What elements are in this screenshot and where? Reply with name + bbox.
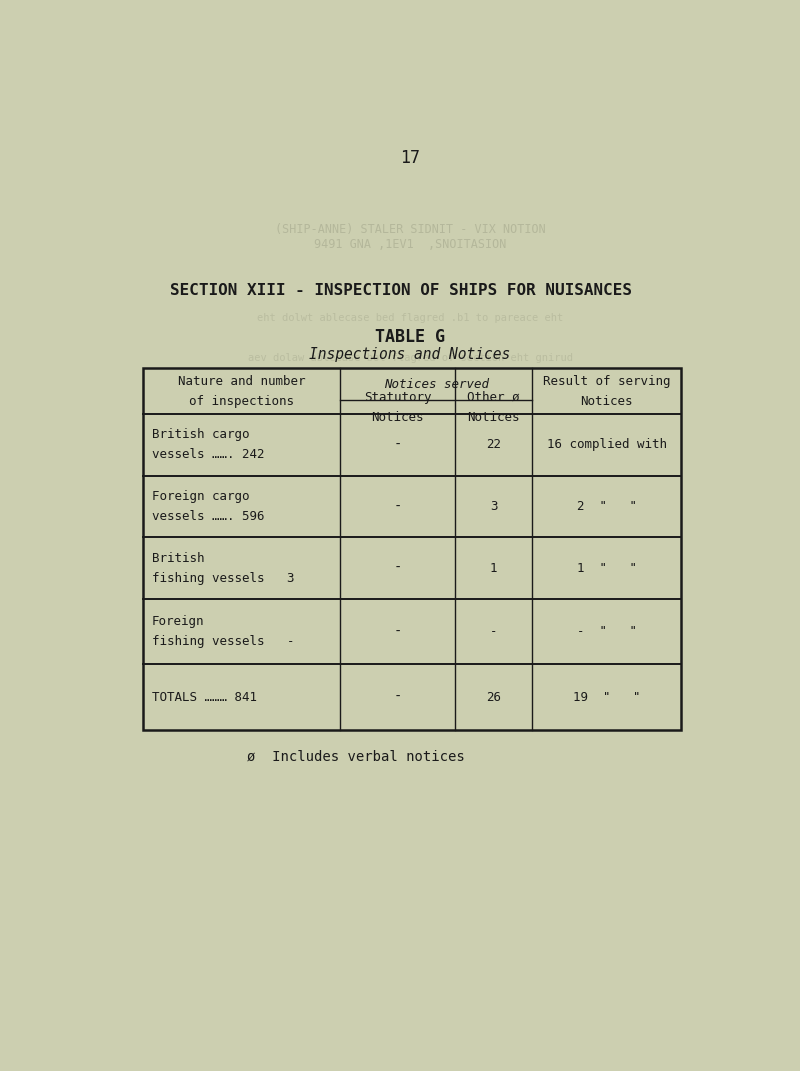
Text: Statutory
Notices: Statutory Notices	[364, 391, 431, 424]
Text: 22: 22	[486, 438, 501, 452]
Text: aev dolaw ablecase bol flagred of section eht gnirud: aev dolaw ablecase bol flagred of sectio…	[247, 353, 573, 363]
Text: SECTION XIII - INSPECTION OF SHIPS FOR NUISANCES: SECTION XIII - INSPECTION OF SHIPS FOR N…	[170, 284, 632, 299]
Text: ø  Includes verbal notices: ø Includes verbal notices	[247, 750, 465, 764]
Text: -: -	[394, 438, 402, 452]
Text: 26: 26	[486, 691, 501, 704]
Bar	[142, 368, 682, 730]
Text: Result of serving
Notices: Result of serving Notices	[543, 375, 670, 408]
Text: 1: 1	[490, 561, 498, 575]
Text: 19  "   ": 19 " "	[573, 691, 641, 704]
Text: -: -	[394, 690, 402, 704]
Text: TOTALS ……… 841: TOTALS ……… 841	[152, 691, 257, 704]
Text: -: -	[394, 499, 402, 514]
Text: 1  "   ": 1 " "	[577, 561, 637, 575]
Text: Other ø
Notices: Other ø Notices	[467, 391, 520, 424]
Text: Foreign cargo
vessels ……. 596: Foreign cargo vessels ……. 596	[152, 491, 265, 523]
Text: -: -	[394, 561, 402, 575]
Text: 2  "   ": 2 " "	[577, 500, 637, 513]
Text: eht dolwt ablecase bed flagred .b1 to pareace eht: eht dolwt ablecase bed flagred .b1 to pa…	[257, 313, 563, 323]
Text: -  "   ": - " "	[577, 625, 637, 638]
Text: -: -	[394, 624, 402, 638]
Text: Inspections and Notices: Inspections and Notices	[310, 347, 510, 362]
Text: (SHIP-ANNE) STALER SIDNIT - VIX NOTION: (SHIP-ANNE) STALER SIDNIT - VIX NOTION	[274, 223, 546, 236]
Text: Nature and number
of inspections: Nature and number of inspections	[178, 375, 305, 408]
Text: 16 complied with: 16 complied with	[547, 438, 667, 452]
Text: -: -	[490, 625, 498, 638]
Text: British
fishing vessels   3: British fishing vessels 3	[152, 552, 294, 585]
Text: 9491 GNA ,1EV1  ,SNOITASION: 9491 GNA ,1EV1 ,SNOITASION	[314, 238, 506, 252]
Text: TABLE G: TABLE G	[375, 328, 445, 346]
Text: British cargo
vessels ……. 242: British cargo vessels ……. 242	[152, 428, 265, 462]
Text: 3: 3	[490, 500, 498, 513]
Text: Foreign
fishing vessels   -: Foreign fishing vessels -	[152, 615, 294, 648]
Text: Notices served: Notices served	[384, 378, 489, 391]
Text: 17: 17	[400, 149, 420, 166]
